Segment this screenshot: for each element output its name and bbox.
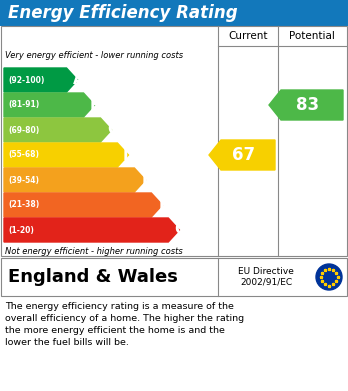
Text: G: G xyxy=(174,222,187,237)
Polygon shape xyxy=(209,140,275,170)
Polygon shape xyxy=(269,90,343,120)
Text: Not energy efficient - higher running costs: Not energy efficient - higher running co… xyxy=(5,246,183,255)
Text: 67: 67 xyxy=(232,146,255,164)
Text: (21-38): (21-38) xyxy=(8,201,39,210)
Bar xyxy=(1,26,347,256)
Polygon shape xyxy=(4,193,162,217)
Polygon shape xyxy=(4,68,78,92)
Polygon shape xyxy=(4,168,145,192)
Bar xyxy=(1,258,347,296)
Text: Very energy efficient - lower running costs: Very energy efficient - lower running co… xyxy=(5,50,183,59)
Text: EU Directive
2002/91/EC: EU Directive 2002/91/EC xyxy=(238,267,294,287)
Text: 83: 83 xyxy=(296,96,319,114)
Text: D: D xyxy=(123,147,136,163)
Text: (69-80): (69-80) xyxy=(8,126,39,135)
Text: (92-100): (92-100) xyxy=(8,75,45,84)
Text: (1-20): (1-20) xyxy=(8,226,34,235)
Text: A: A xyxy=(73,72,85,88)
Text: Current: Current xyxy=(228,31,268,41)
Text: The energy efficiency rating is a measure of the
overall efficiency of a home. T: The energy efficiency rating is a measur… xyxy=(5,302,244,348)
Text: (81-91): (81-91) xyxy=(8,100,39,109)
Bar xyxy=(0,0,348,26)
Polygon shape xyxy=(4,93,95,117)
Text: B: B xyxy=(90,97,101,113)
Polygon shape xyxy=(4,218,179,242)
Circle shape xyxy=(316,264,342,290)
Text: England & Wales: England & Wales xyxy=(8,268,178,286)
Polygon shape xyxy=(4,143,128,167)
Text: (55-68): (55-68) xyxy=(8,151,39,160)
Text: E: E xyxy=(141,172,152,188)
Polygon shape xyxy=(4,118,111,142)
Text: F: F xyxy=(158,197,168,212)
Text: Potential: Potential xyxy=(289,31,335,41)
Text: (39-54): (39-54) xyxy=(8,176,39,185)
Text: C: C xyxy=(107,122,118,138)
Text: Energy Efficiency Rating: Energy Efficiency Rating xyxy=(8,4,238,22)
